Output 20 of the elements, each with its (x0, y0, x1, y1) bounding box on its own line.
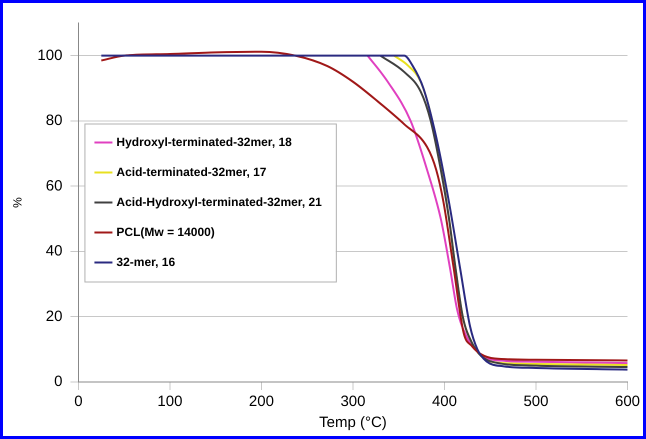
legend-label: PCL(Mw = 14000) (116, 224, 215, 239)
x-tick-label: 400 (432, 393, 457, 410)
y-axis-title: % (10, 196, 25, 208)
y-tick-label: 80 (46, 112, 62, 130)
x-tick-label: 500 (523, 393, 548, 410)
legend-label: 32-mer, 16 (116, 254, 176, 269)
y-tick-label: 0 (54, 373, 62, 390)
legend-label: Acid-Hydroxyl-terminated-32mer, 21 (116, 194, 322, 209)
x-tick-label: 600 (614, 393, 640, 410)
x-axis-title: Temp (°C) (319, 414, 387, 432)
x-tick-label: 0 (74, 393, 83, 410)
y-tick-label: 40 (46, 242, 62, 260)
y-tick-label: 60 (46, 177, 62, 194)
y-tick-label: 100 (37, 46, 62, 64)
x-tick-label: 200 (248, 393, 274, 410)
x-tick-label: 300 (340, 393, 366, 410)
x-tick-label: 100 (157, 393, 182, 410)
y-tick-label: 20 (46, 308, 62, 325)
legend-label: Acid-terminated-32mer, 17 (116, 164, 267, 179)
legend-label: Hydroxyl-terminated-32mer, 18 (116, 134, 292, 149)
